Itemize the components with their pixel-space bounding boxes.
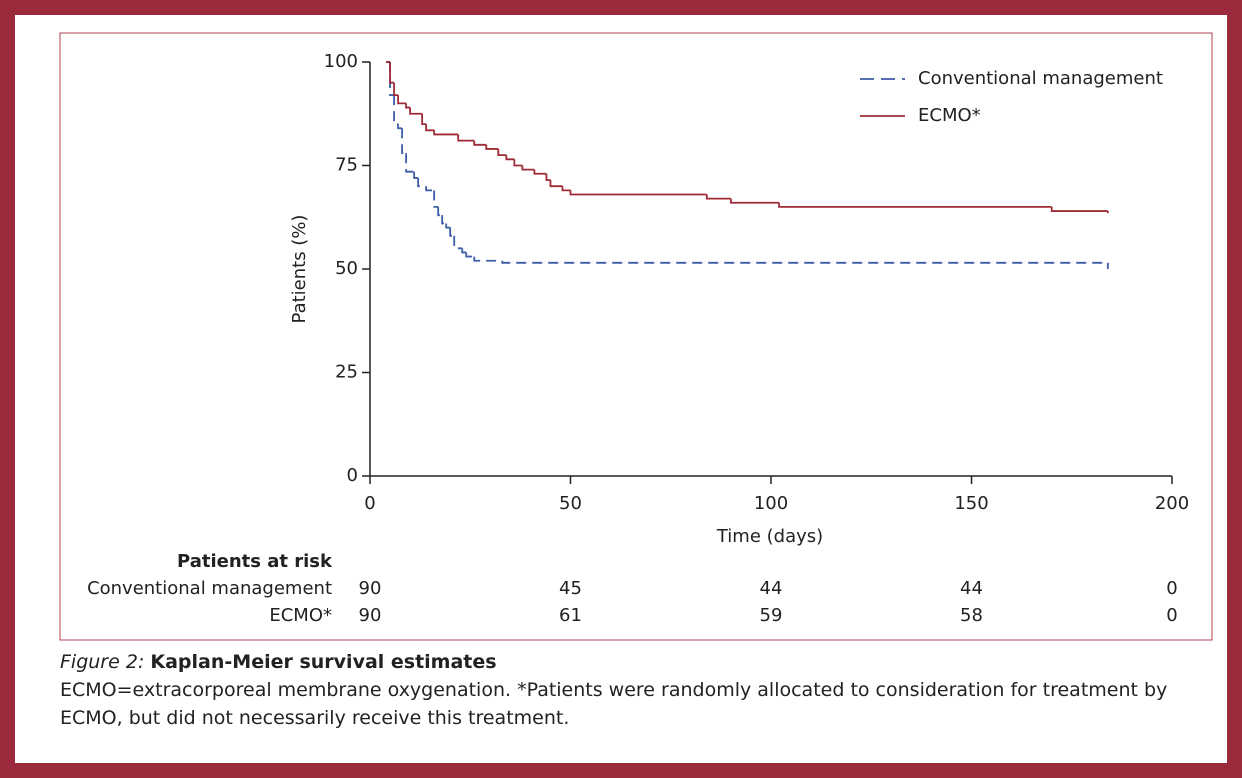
- legend-label: Conventional management: [918, 68, 1163, 89]
- survival-step: [545, 173, 551, 181]
- y-tick-label: 50: [335, 258, 358, 279]
- survival-step: [569, 190, 707, 196]
- risk-table-title: Patients at risk: [177, 551, 333, 572]
- survival-step: [485, 144, 499, 150]
- survival-step: [461, 248, 467, 254]
- survival-step: [433, 190, 439, 208]
- survival-step: [549, 179, 563, 188]
- survival-step: [505, 155, 515, 161]
- survival-step: [405, 103, 411, 109]
- caption-text: ECMO=extracorporeal membrane oxygenation…: [60, 679, 1168, 729]
- survival-step: [441, 215, 447, 225]
- y-tick-label: 25: [335, 362, 358, 383]
- survival-step: [425, 124, 435, 132]
- survival-step: [393, 82, 399, 97]
- risk-row-label: Conventional management: [87, 578, 332, 599]
- risk-count: 59: [760, 605, 783, 626]
- risk-count: 61: [559, 605, 582, 626]
- figure-label: Figure 2:: [60, 651, 145, 673]
- risk-count: 45: [559, 578, 582, 599]
- x-axis-label: Time (days): [716, 526, 823, 547]
- risk-count: 0: [1166, 578, 1177, 599]
- survival-step: [778, 202, 1052, 208]
- survival-step: [533, 169, 547, 175]
- survival-step: [397, 95, 407, 105]
- survival-step: [465, 252, 475, 258]
- survival-step: [417, 177, 427, 188]
- survival-step: [453, 235, 463, 250]
- y-tick-label: 100: [324, 51, 358, 72]
- y-tick-label: 75: [335, 155, 358, 176]
- survival-step: [389, 62, 395, 84]
- survival-step: [445, 223, 451, 229]
- caption: Figure 2: Kaplan-Meier survival estimate…: [60, 648, 1220, 732]
- survival-step: [730, 198, 780, 204]
- panel: [15, 15, 1227, 763]
- risk-row-label: ECMO*: [269, 605, 332, 626]
- survival-step: [409, 107, 423, 115]
- survival-step: [705, 194, 731, 200]
- survival-step: [457, 134, 475, 142]
- survival-step: [561, 186, 571, 192]
- caption-title: Kaplan-Meier survival estimates: [150, 651, 497, 673]
- survival-step: [393, 95, 399, 125]
- survival-step: [389, 62, 395, 97]
- risk-count: 90: [359, 578, 382, 599]
- risk-count: 44: [960, 578, 983, 599]
- x-tick-label: 200: [1155, 493, 1189, 514]
- survival-step: [501, 260, 1108, 264]
- survival-step: [437, 206, 443, 217]
- survival-step: [405, 153, 415, 173]
- survival-step: [521, 165, 535, 171]
- survival-step: [425, 186, 435, 192]
- x-tick-label: 150: [954, 493, 988, 514]
- x-tick-label: 50: [559, 493, 582, 514]
- survival-step: [413, 171, 419, 179]
- survival-step: [513, 159, 523, 167]
- legend-label: ECMO*: [918, 105, 981, 126]
- y-axis-label: Patients (%): [289, 215, 310, 324]
- x-tick-label: 100: [754, 493, 788, 514]
- risk-count: 0: [1166, 605, 1177, 626]
- survival-step: [433, 130, 459, 136]
- survival-step: [449, 227, 455, 237]
- survival-step: [497, 148, 507, 157]
- survival-step: [397, 124, 403, 130]
- x-tick-label: 0: [364, 493, 375, 514]
- y-tick-label: 0: [347, 465, 358, 486]
- risk-count: 58: [960, 605, 983, 626]
- survival-step: [473, 140, 487, 146]
- survival-step: [401, 128, 407, 154]
- survival-step: [1050, 206, 1108, 212]
- survival-step: [421, 113, 427, 125]
- risk-count: 90: [359, 605, 382, 626]
- chart-box: [59, 32, 1213, 641]
- risk-count: 44: [760, 578, 783, 599]
- survival-step: [473, 256, 503, 262]
